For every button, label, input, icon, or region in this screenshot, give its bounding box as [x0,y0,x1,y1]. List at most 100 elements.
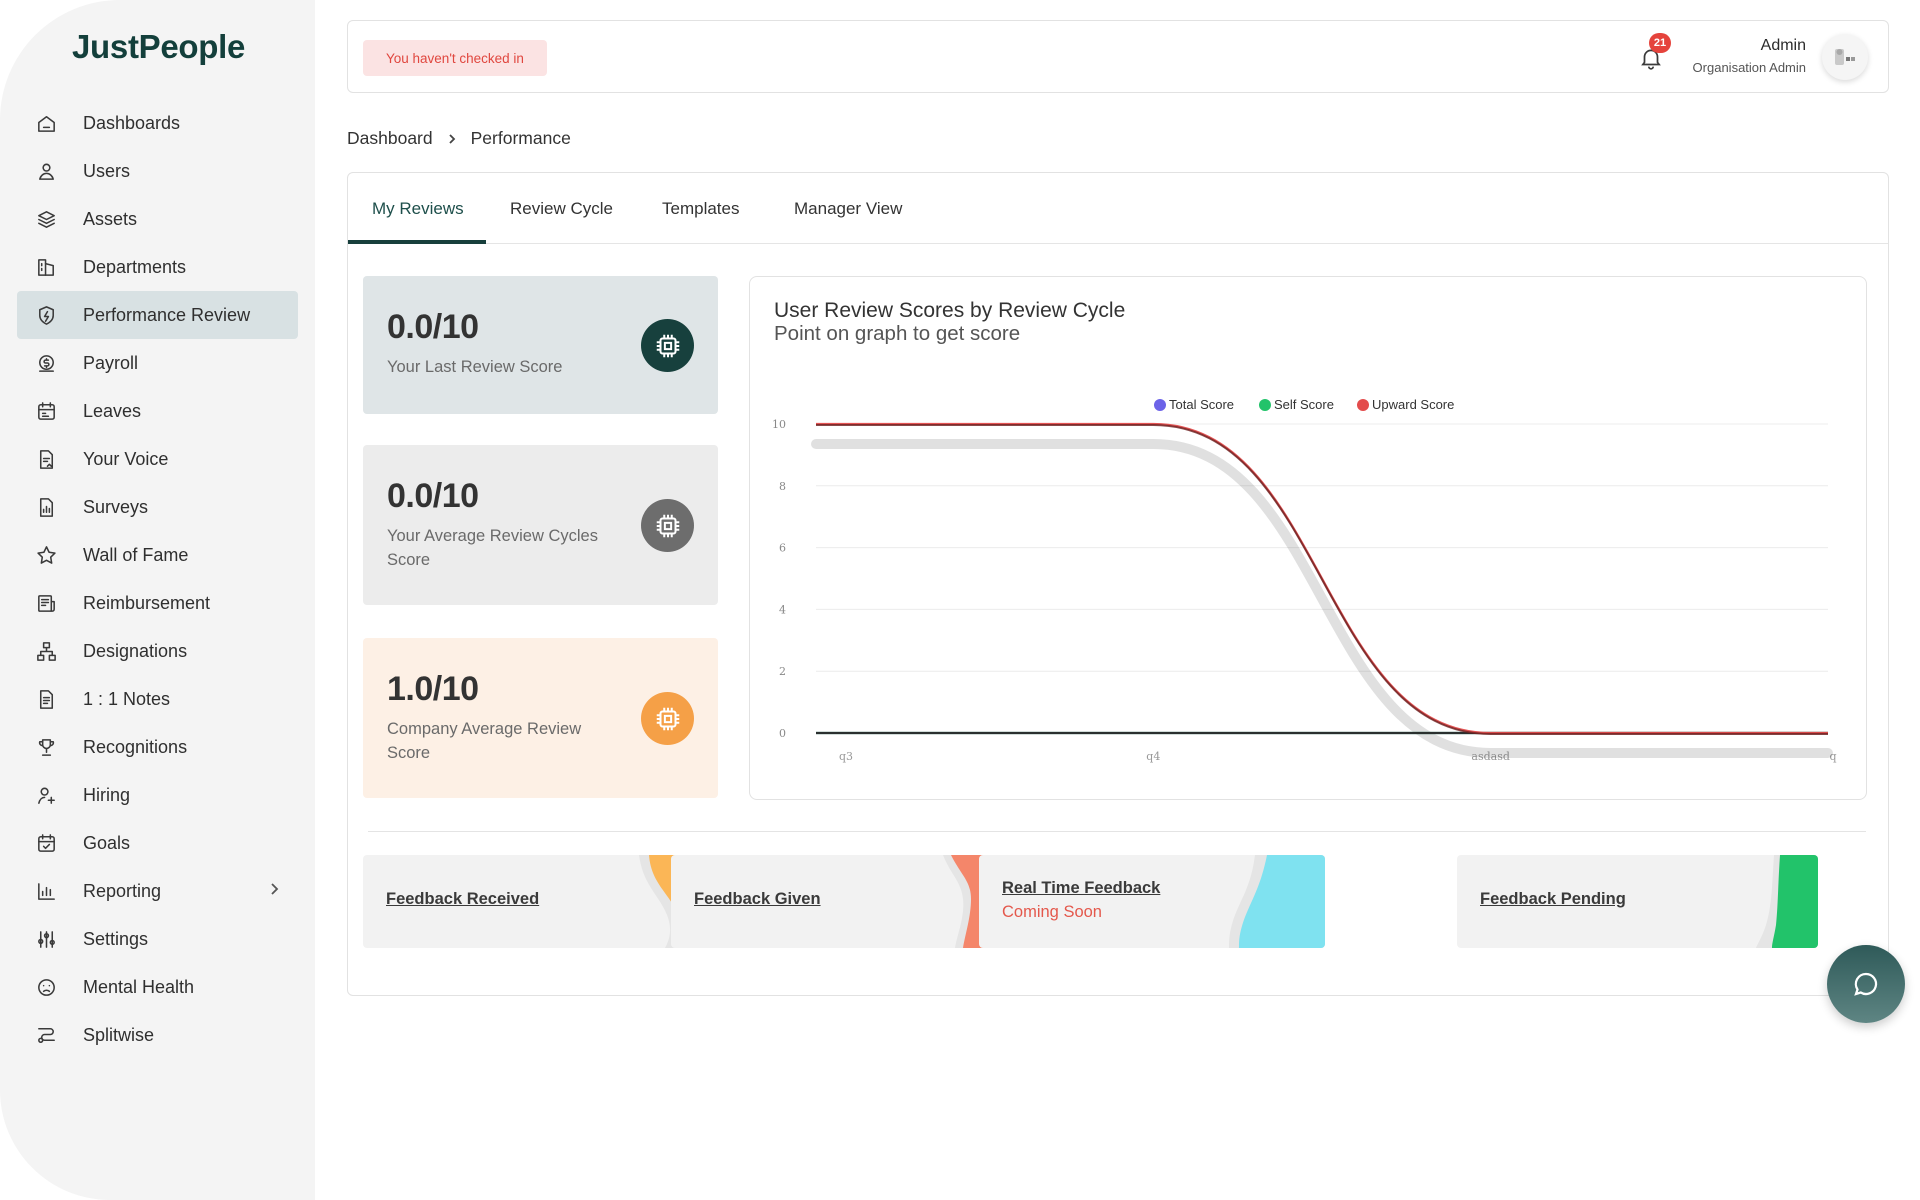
feedback-given-card[interactable]: Feedback Given [671,855,1017,948]
sidebar-item-label: Mental Health [83,976,195,997]
sidebar-item-settings[interactable]: Settings [17,915,298,963]
average-review-score-card: 0.0/10 Your Average Review Cycles Score [363,445,718,605]
sidebar-item-users[interactable]: Users [17,147,298,195]
y-tick-label: 0 [779,727,786,740]
sidebar-item-your-voice[interactable]: Your Voice [17,435,298,483]
sidebar-item-designations[interactable]: Designations [17,627,298,675]
sad-face-icon [34,975,58,999]
review-scores-chart-card: User Review Scores by Review Cycle Point… [749,276,1867,800]
y-tick-label: 4 [779,603,786,616]
home-icon [34,111,58,135]
sidebar-item-reporting[interactable]: Reporting [17,867,298,915]
stat-label: Your Last Review Score [387,358,563,376]
stat-value: 0.0/10 [387,477,479,515]
sidebar-item-label: Designations [83,640,188,661]
user-name: Admin [1760,37,1806,54]
feedback-given-link[interactable]: Feedback Given [694,890,821,908]
sidebar-item-label: Assets [83,208,138,229]
sidebar-item-label: Your Voice [83,448,169,469]
legend-label: Total Score [1169,397,1234,412]
tab-review-cycle[interactable]: Review Cycle [510,198,613,218]
avatar[interactable] [1822,34,1868,80]
chat-button[interactable] [1827,945,1905,1023]
sidebar-item-recognitions[interactable]: Recognitions [17,723,298,771]
sidebar-item-surveys[interactable]: Surveys [17,483,298,531]
document-icon [34,447,58,471]
sidebar-item-dashboards[interactable]: Dashboards [17,99,298,147]
user-role: Organisation Admin [1692,60,1806,75]
legend-marker [1259,399,1271,411]
hierarchy-icon [34,639,58,663]
chart-subtitle: Point on graph to get score [774,322,1021,345]
sidebar-item-label: Leaves [83,400,142,421]
company-average-score-card: 1.0/10 Company Average Review Score [363,638,718,798]
sidebar-item-assets[interactable]: Assets [17,195,298,243]
chip-icon [641,692,694,745]
chevron-right-icon [266,881,286,901]
sidebar-item-label: Users [83,160,131,181]
tab-templates[interactable]: Templates [662,198,740,218]
sidebar-item-splitwise[interactable]: Splitwise [17,1011,298,1059]
chip-icon [641,499,694,552]
legend-marker [1357,399,1369,411]
sidebar-item-label: Wall of Fame [83,544,189,565]
sidebar-item-mental-health[interactable]: Mental Health [17,963,298,1011]
brand-logo[interactable]: JustPeople [72,28,246,65]
trophy-icon [34,735,58,759]
sidebar-item-performance-review[interactable]: Performance Review [17,291,298,339]
sidebar-item-goals[interactable]: Goals [17,819,298,867]
chat-icon [1854,972,1878,996]
stat-label: Your Average Review Cycles Score [387,527,598,569]
chip-icon [641,319,694,372]
sidebar-item-hiring[interactable]: Hiring [17,771,298,819]
notification-count-badge: 21 [1649,33,1671,53]
breadcrumb-current: Performance [470,128,571,148]
tab-my-reviews[interactable]: My Reviews [372,198,464,218]
shield-icon [34,303,58,327]
sidebar-item-label: Splitwise [83,1024,155,1045]
sidebar-item-1-1-notes[interactable]: 1 : 1 Notes [17,675,298,723]
layers-icon [34,207,58,231]
series-shadow [811,439,1833,759]
x-tick-label: q3 [839,750,853,763]
last-review-score-card: 0.0/10 Your Last Review Score [363,276,718,414]
chevron-right-icon [446,133,458,145]
sidebar-item-label: Departments [83,256,187,277]
checkin-status-badge[interactable]: You haven't checked in [363,40,547,76]
y-tick-label: 8 [779,480,786,493]
sidebar-item-payroll[interactable]: Payroll [17,339,298,387]
breadcrumb-dashboard-link[interactable]: Dashboard [347,128,433,148]
feedback-received-card[interactable]: Feedback Received [363,855,709,948]
sidebar-item-label: Dashboards [83,112,181,133]
sidebar-item-departments[interactable]: Departments [17,243,298,291]
tab-manager-view[interactable]: Manager View [794,198,903,218]
feedback-received-link[interactable]: Feedback Received [386,890,540,908]
goals-icon [34,831,58,855]
sidebar-item-label: Reimbursement [83,592,211,613]
topbar: You haven't checked in 21 Admin Organisa… [347,20,1889,93]
feedback-pending-card[interactable]: Feedback Pending [1457,855,1818,948]
coin-icon [34,351,58,375]
chart-title: User Review Scores by Review Cycle [774,299,1126,322]
divider [368,831,1866,832]
stat-value: 1.0/10 [387,670,479,708]
card-accent-shape [1756,855,1818,948]
real-time-feedback-link[interactable]: Real Time Feedback [1002,879,1161,897]
sidebar-item-reimbursement[interactable]: Reimbursement [17,579,298,627]
sidebar-item-label: Payroll [83,352,139,373]
legend-label: Self Score [1274,397,1334,412]
sidebar-item-wall-of-fame[interactable]: Wall of Fame [17,531,298,579]
x-tick-label: asdasd [1471,750,1510,763]
legend-marker [1154,399,1166,411]
stat-label: Company Average Review Score [387,720,582,762]
sidebar-item-leaves[interactable]: Leaves [17,387,298,435]
y-tick-label: 10 [772,418,786,431]
star-icon [34,543,58,567]
user-icon [34,159,58,183]
calendar-icon [34,399,58,423]
feedback-pending-link[interactable]: Feedback Pending [1480,890,1626,908]
breadcrumb: Dashboard Performance [347,128,571,149]
series-line-upward-score-dark [816,424,1828,736]
real-time-feedback-card[interactable]: Real Time Feedback Coming Soon [979,855,1325,948]
